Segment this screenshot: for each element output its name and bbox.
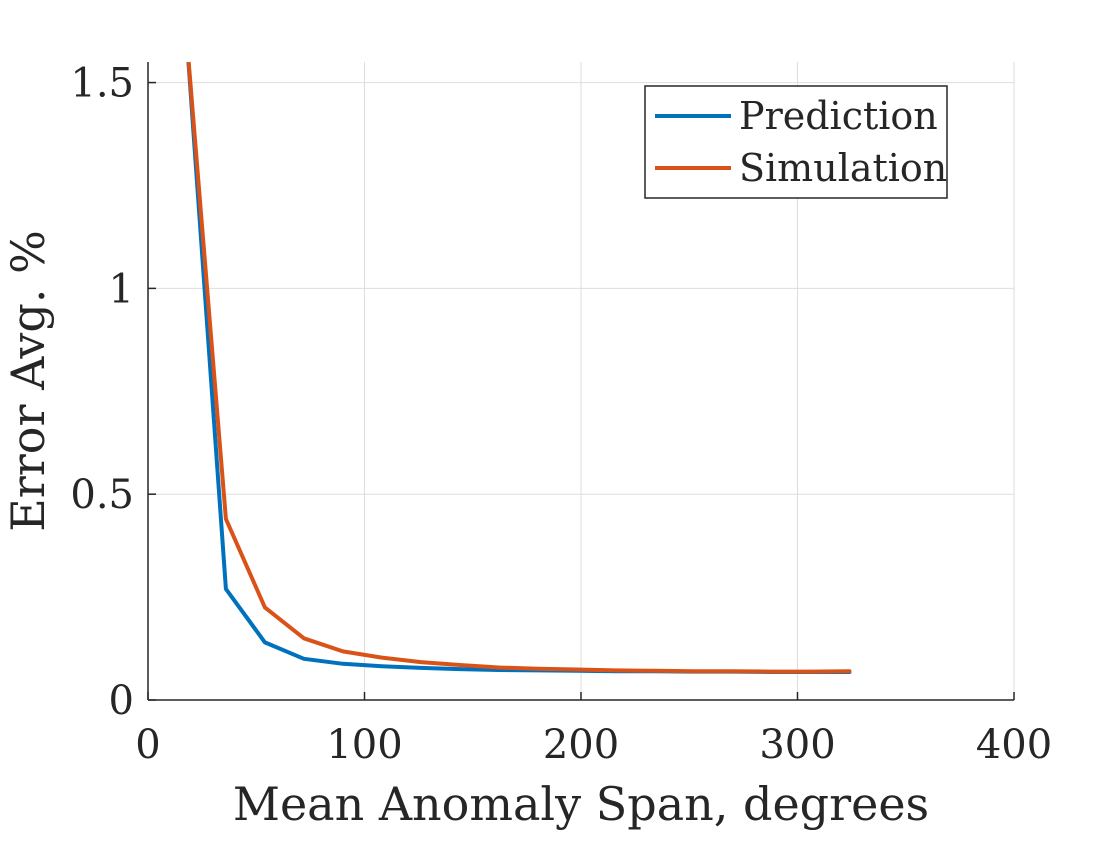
legend-label-prediction: Prediction <box>739 94 938 138</box>
legend-box <box>644 85 948 199</box>
y-tick-label: 1 <box>109 266 134 312</box>
legend: Prediction Simulation <box>644 85 948 199</box>
y-tick-label: 0.5 <box>70 472 134 518</box>
tick-labels: 0 100 200 300 400 0 0.5 1 1.5 <box>70 61 1052 768</box>
x-tick-label: 400 <box>976 722 1052 768</box>
series-layer <box>186 62 852 674</box>
y-tick-label: 1.5 <box>70 61 134 107</box>
y-axis-label: Error Avg. % <box>1 230 55 532</box>
x-tick-label: 100 <box>326 722 402 768</box>
x-tick-label: 300 <box>759 722 835 768</box>
x-axis-label: Mean Anomaly Span, degrees <box>233 777 929 831</box>
axes <box>147 62 1015 701</box>
legend-label-simulation: Simulation <box>739 146 947 190</box>
x-tick-label: 200 <box>543 722 619 768</box>
y-tick-label: 0 <box>109 678 134 724</box>
x-tick-label: 0 <box>135 722 160 768</box>
series-line-simulation <box>186 62 852 674</box>
